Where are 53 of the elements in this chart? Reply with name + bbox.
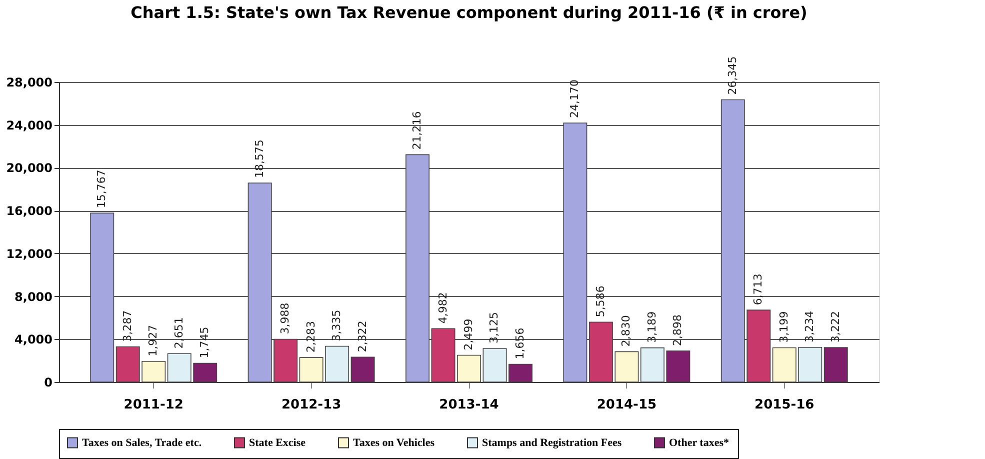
y-tick-label: 4,000	[14, 332, 52, 347]
data-label: 1,656	[513, 328, 526, 360]
data-label: 3,222	[828, 310, 842, 342]
legend-label: Stamps and Registration Fees	[482, 436, 622, 449]
x-tick-label: 2013-14	[439, 398, 499, 412]
data-label: 2,322	[356, 320, 369, 352]
bar	[508, 364, 532, 382]
data-label: 18,575	[252, 139, 266, 178]
y-tick-label: 20,000	[6, 161, 52, 176]
data-label: 1,745	[198, 326, 212, 358]
data-label: 3,234	[803, 310, 816, 342]
data-label: 24,170	[568, 80, 582, 118]
bar	[90, 212, 114, 382]
bar	[482, 348, 507, 382]
y-tick-label: 16,000	[6, 204, 52, 218]
y-tick-label: 0	[44, 376, 52, 390]
y-tick-label: 8,000	[14, 290, 52, 304]
data-label: 5,586	[594, 286, 607, 318]
data-label: 21,216	[410, 111, 424, 150]
data-label: 3,287	[120, 310, 134, 342]
data-label: 3,125	[488, 312, 501, 344]
bar	[824, 347, 848, 382]
bar	[563, 122, 588, 382]
data-label: 15,767	[95, 170, 108, 208]
x-tick-label: 2011-12	[124, 398, 184, 412]
legend-label: Other taxes*	[669, 436, 730, 449]
data-label: 26,345	[726, 56, 739, 95]
data-label: 3,988	[278, 302, 292, 334]
data-label: 3,199	[777, 311, 790, 343]
bar	[457, 354, 481, 382]
data-label: 2,651	[172, 317, 186, 349]
data-label: 1,927	[146, 324, 160, 356]
y-tick-label: 12,000	[6, 246, 52, 261]
data-label: 2,830	[620, 315, 633, 347]
bar	[350, 356, 375, 382]
data-label: 6,713	[752, 274, 765, 306]
legend-label: State Excise	[249, 436, 306, 449]
data-label: 2,898	[671, 314, 684, 346]
x-tick-label: 2015-16	[754, 398, 814, 412]
data-label: 4,982	[436, 292, 450, 324]
x-tick-label: 2014-15	[596, 398, 657, 412]
legend-label: Taxes on Vehicles	[353, 436, 436, 449]
data-label: 2,499	[462, 318, 475, 350]
x-tick-label: 2012-13	[281, 398, 342, 412]
data-label: 3,335	[330, 310, 344, 342]
data-label: 2,283	[304, 321, 318, 353]
bar	[406, 154, 430, 382]
bar	[431, 328, 456, 382]
data-label: 3,189	[645, 311, 658, 343]
legend-label: Taxes on Sales, Trade etc.	[82, 436, 202, 449]
chart-title: Chart 1.5: State's own Tax Revenue component during 2011-16 (₹ in crore)	[130, 3, 808, 22]
y-tick-label: 28,000	[6, 76, 52, 90]
y-tick-label: 24,000	[6, 118, 52, 132]
